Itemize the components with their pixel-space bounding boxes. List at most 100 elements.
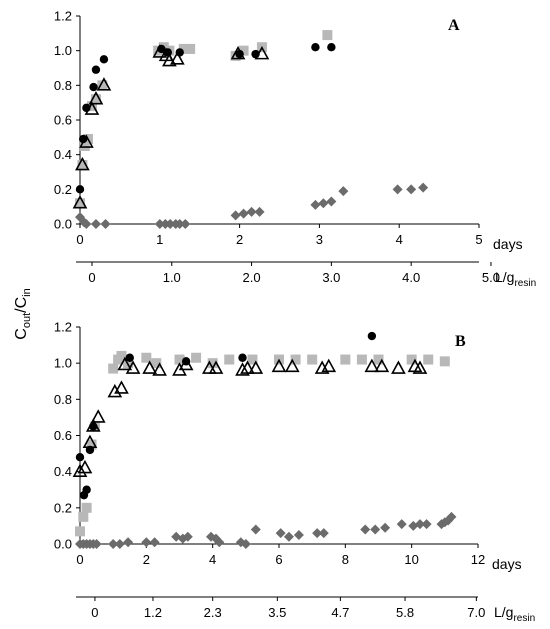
x-tick-label-volume: 3.0 bbox=[322, 270, 340, 285]
data-point-square bbox=[356, 354, 367, 365]
data-point-square bbox=[75, 526, 85, 537]
chart-panel-b: B 0.0 0.2 0.4 0.6 0.8 1.0 1.2 0 2 4 6 8 10 12 days 0 1.2 2… bbox=[54, 320, 535, 625]
data-point-diamond bbox=[238, 208, 249, 219]
data-point-diamond bbox=[214, 537, 225, 548]
x-tick-label-volume: 2.0 bbox=[243, 270, 261, 285]
panel-label: A bbox=[448, 17, 460, 34]
data-point-circle bbox=[125, 353, 134, 362]
x-tick-label-volume: 5.8 bbox=[396, 605, 414, 620]
data-point-square bbox=[185, 43, 196, 54]
data-point-triangle bbox=[79, 134, 94, 148]
series-diamond bbox=[75, 511, 457, 549]
data-point-diamond bbox=[326, 196, 337, 207]
data-point-diamond bbox=[275, 528, 286, 539]
data-point-diamond bbox=[338, 186, 349, 197]
data-point-circle bbox=[367, 331, 377, 341]
data-point-triangle bbox=[152, 362, 167, 376]
data-point-triangle bbox=[240, 360, 255, 374]
data-point-triangle bbox=[162, 52, 177, 67]
data-point-diamond bbox=[91, 539, 102, 549]
data-point-square bbox=[340, 354, 351, 365]
data-point-circle bbox=[75, 453, 85, 462]
data-point-diamond bbox=[100, 219, 111, 229]
x-tick-label-volume: 5.0 bbox=[482, 270, 500, 285]
series-square bbox=[75, 30, 333, 209]
data-point-diamond bbox=[318, 528, 329, 539]
data-point-circle bbox=[327, 43, 336, 52]
data-point-square bbox=[247, 354, 258, 365]
data-point-square bbox=[151, 358, 162, 369]
x-tick-label-volume: 1.2 bbox=[144, 605, 162, 620]
data-point-diamond bbox=[283, 531, 294, 542]
data-point-diamond bbox=[240, 539, 251, 549]
data-point-square bbox=[423, 354, 434, 365]
x-tick-label-volume: 4.7 bbox=[331, 605, 349, 620]
data-point-square bbox=[86, 101, 97, 112]
series-circle bbox=[75, 43, 336, 194]
x-tick-label-days: 2 bbox=[143, 552, 150, 567]
data-point-square bbox=[224, 354, 235, 365]
x-tick-label-volume: 1.0 bbox=[163, 270, 181, 285]
data-point-diamond bbox=[312, 528, 323, 539]
data-point-square bbox=[97, 80, 108, 91]
series-triangle bbox=[72, 356, 428, 477]
data-point-diamond bbox=[392, 184, 403, 195]
data-point-triangle bbox=[84, 101, 100, 115]
data-point-square bbox=[230, 50, 241, 61]
y-tick-label: 1.0 bbox=[54, 356, 72, 371]
data-point-triangle bbox=[170, 51, 185, 65]
y-tick-label: 1.0 bbox=[54, 43, 72, 58]
data-point-diamond bbox=[250, 524, 261, 535]
data-point-square bbox=[108, 363, 119, 374]
data-point-square bbox=[86, 439, 97, 450]
data-point-square bbox=[307, 354, 318, 365]
data-point-square bbox=[141, 352, 152, 363]
data-point-triangle bbox=[321, 358, 337, 373]
data-point-square bbox=[373, 354, 384, 365]
data-point-triangle bbox=[142, 360, 157, 374]
y-tick-label: 0.0 bbox=[54, 537, 72, 552]
x-tick-label-days: 12 bbox=[471, 552, 485, 567]
y-tick-label: 0.6 bbox=[54, 113, 72, 128]
data-point-triangle bbox=[235, 362, 250, 376]
x-tick-label-days: 0 bbox=[76, 232, 83, 247]
data-point-square bbox=[116, 350, 127, 361]
x-tick-label-days: 0 bbox=[76, 552, 83, 567]
data-point-diamond bbox=[123, 537, 134, 548]
data-point-triangle bbox=[72, 463, 88, 477]
data-point-diamond bbox=[154, 219, 165, 229]
x-tick-label-days: 10 bbox=[404, 552, 418, 567]
data-point-diamond bbox=[293, 529, 304, 540]
data-point-diamond bbox=[360, 524, 371, 535]
data-point-triangle bbox=[114, 380, 129, 394]
data-point-circle bbox=[238, 353, 247, 362]
y-tick-label: 1.2 bbox=[54, 320, 72, 335]
y-tick-label: 0.6 bbox=[54, 428, 72, 443]
data-point-diamond bbox=[81, 219, 92, 229]
data-point-diamond bbox=[380, 522, 391, 533]
y-tick-label: 0.2 bbox=[54, 500, 72, 515]
data-point-diamond bbox=[421, 519, 432, 530]
y-tick-label: 0.2 bbox=[54, 182, 72, 197]
data-point-square bbox=[78, 511, 89, 522]
data-point-diamond bbox=[246, 206, 257, 217]
chart-panel-a: A 0.0 0.2 0.4 0.6 0.8 1.0 1.2 0 1 2 3 4 5 days 0 1.0 2.0 3… bbox=[54, 9, 536, 290]
data-point-square bbox=[90, 94, 101, 105]
data-point-square bbox=[322, 30, 333, 41]
y-tick-label: 1.2 bbox=[54, 9, 72, 24]
x-tick-label-days: 5 bbox=[475, 232, 482, 247]
x-axis-label-days: days bbox=[493, 236, 523, 252]
data-point-triangle bbox=[82, 434, 98, 449]
x-axis-label-days: days bbox=[492, 556, 522, 572]
data-point-square bbox=[174, 354, 185, 365]
data-point-square bbox=[81, 502, 92, 513]
data-point-triangle bbox=[88, 91, 104, 105]
data-point-diamond bbox=[180, 219, 191, 229]
x-tick-label-days: 4 bbox=[209, 552, 216, 567]
x-tick-label-volume: 2.3 bbox=[204, 605, 222, 620]
x-axis-label-volume: L/gresin bbox=[494, 604, 535, 624]
data-point-circle bbox=[311, 43, 320, 52]
data-point-triangle bbox=[75, 156, 90, 171]
data-point-triangle bbox=[117, 356, 133, 371]
y-tick-label: 0.4 bbox=[54, 464, 72, 479]
